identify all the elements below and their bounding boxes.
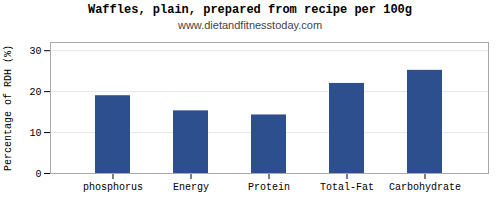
svg-text:20: 20 — [29, 87, 41, 98]
svg-text:Percentage of RDH (%): Percentage of RDH (%) — [3, 45, 14, 171]
html-text:www.dietandfitnesstoday.com: www.dietandfitnesstoday.com — [178, 19, 322, 31]
svg-text:Total-Fat: Total-Fat — [320, 182, 374, 193]
svg-text:Protein: Protein — [248, 182, 290, 193]
svg-text:30: 30 — [29, 46, 41, 57]
svg-text:10: 10 — [29, 128, 41, 139]
svg-text:0: 0 — [35, 169, 41, 180]
svg-text:Energy: Energy — [173, 182, 209, 193]
svg-text:Carbohydrate: Carbohydrate — [389, 182, 461, 193]
svg-text:phosphorus: phosphorus — [83, 182, 143, 193]
html-text:Waffles, plain, prepared from: Waffles, plain, prepared from recipe per… — [88, 3, 412, 17]
